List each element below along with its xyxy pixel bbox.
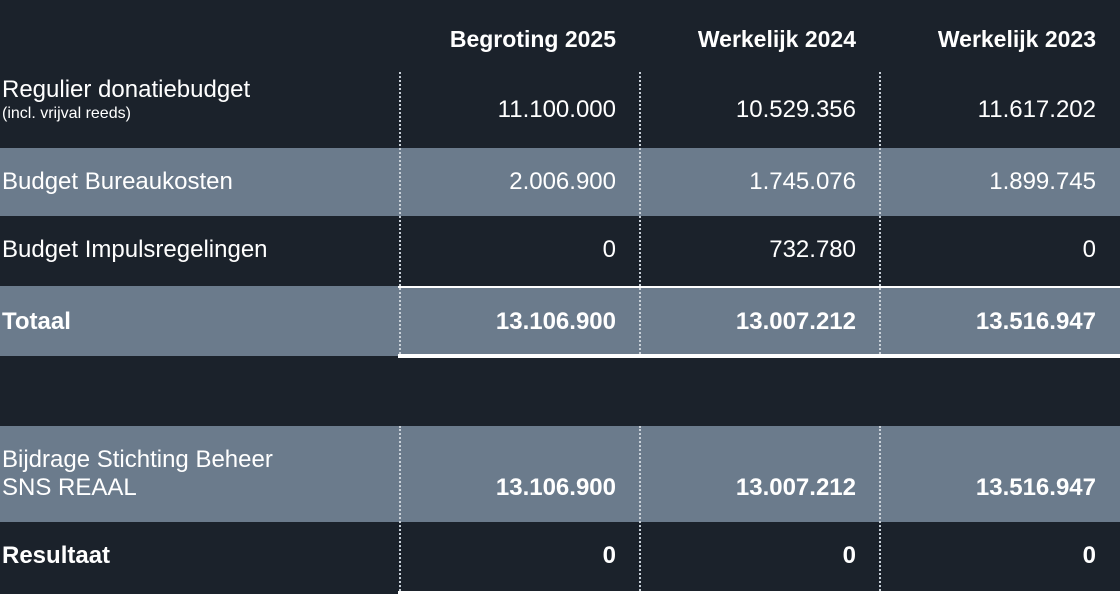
cell-value: 0	[602, 542, 616, 569]
table-row-totaal: Totaal 13.106.900 13.007.212 13.516.947	[0, 286, 1120, 356]
cell-value: 732.780	[769, 236, 856, 263]
row-label: Resultaat	[2, 542, 111, 569]
spacer-row	[0, 356, 1120, 426]
header-begroting-2025: Begroting 2025	[449, 26, 616, 52]
column-divider	[399, 72, 401, 354]
column-divider	[639, 426, 641, 594]
cell-value: 13.007.212	[735, 474, 856, 501]
table-row-budget-impulsregelingen: Budget Impulsregelingen 0 732.780 0	[0, 216, 1120, 286]
header-row: Begroting 2025 Werkelijk 2024 Werkelijk …	[0, 0, 1120, 72]
row-label-line1: Bijdrage Stichting Beheer	[2, 446, 273, 473]
total-bottom-rule	[398, 354, 1120, 358]
row-label: Budget Bureaukosten	[2, 168, 233, 195]
cell-value: 0	[1082, 236, 1096, 263]
total-top-rule	[398, 286, 1120, 288]
cell-value: 2.006.900	[509, 168, 616, 195]
cell-value: 13.007.212	[735, 308, 856, 335]
cell-value: 0	[602, 236, 616, 263]
column-divider	[879, 426, 881, 594]
row-label: Regulier donatiebudget (incl. vrijval re…	[2, 76, 250, 124]
cell-value: 0	[1082, 542, 1096, 569]
row-label-line2: SNS REAAL	[2, 474, 137, 501]
cell-value: 13.516.947	[975, 474, 1096, 501]
row-label: Totaal	[2, 308, 71, 335]
column-divider	[399, 426, 401, 594]
cell-value: 13.106.900	[495, 474, 616, 501]
row-label-main: Regulier donatiebudget	[2, 76, 251, 103]
cell-value: 13.106.900	[495, 308, 616, 335]
result-bottom-rule	[398, 591, 1120, 594]
cell-value: 10.529.356	[735, 96, 856, 123]
cell-value: 0	[842, 542, 856, 569]
header-werkelijk-2023: Werkelijk 2023	[937, 26, 1096, 52]
header-werkelijk-2024: Werkelijk 2024	[697, 26, 856, 52]
cell-value: 1.745.076	[749, 168, 856, 195]
cell-value: 1.899.745	[989, 168, 1096, 195]
row-label: Bijdrage Stichting Beheer SNS REAAL	[2, 446, 273, 502]
row-label-sub: (incl. vrijval reeds)	[2, 105, 131, 122]
cell-value: 13.516.947	[975, 308, 1096, 335]
cell-value: 11.100.000	[497, 96, 616, 123]
cell-value: 11.617.202	[977, 96, 1096, 123]
row-label: Budget Impulsregelingen	[2, 236, 268, 263]
table-row-bijdrage-stichting: Bijdrage Stichting Beheer SNS REAAL 13.1…	[0, 426, 1120, 522]
table-row-resultaat: Resultaat 0 0 0	[0, 522, 1120, 594]
column-divider	[879, 72, 881, 354]
table-row-budget-bureaukosten: Budget Bureaukosten 2.006.900 1.745.076 …	[0, 148, 1120, 216]
column-divider	[639, 72, 641, 354]
table-row-regulier-donatiebudget: Regulier donatiebudget (incl. vrijval re…	[0, 72, 1120, 148]
